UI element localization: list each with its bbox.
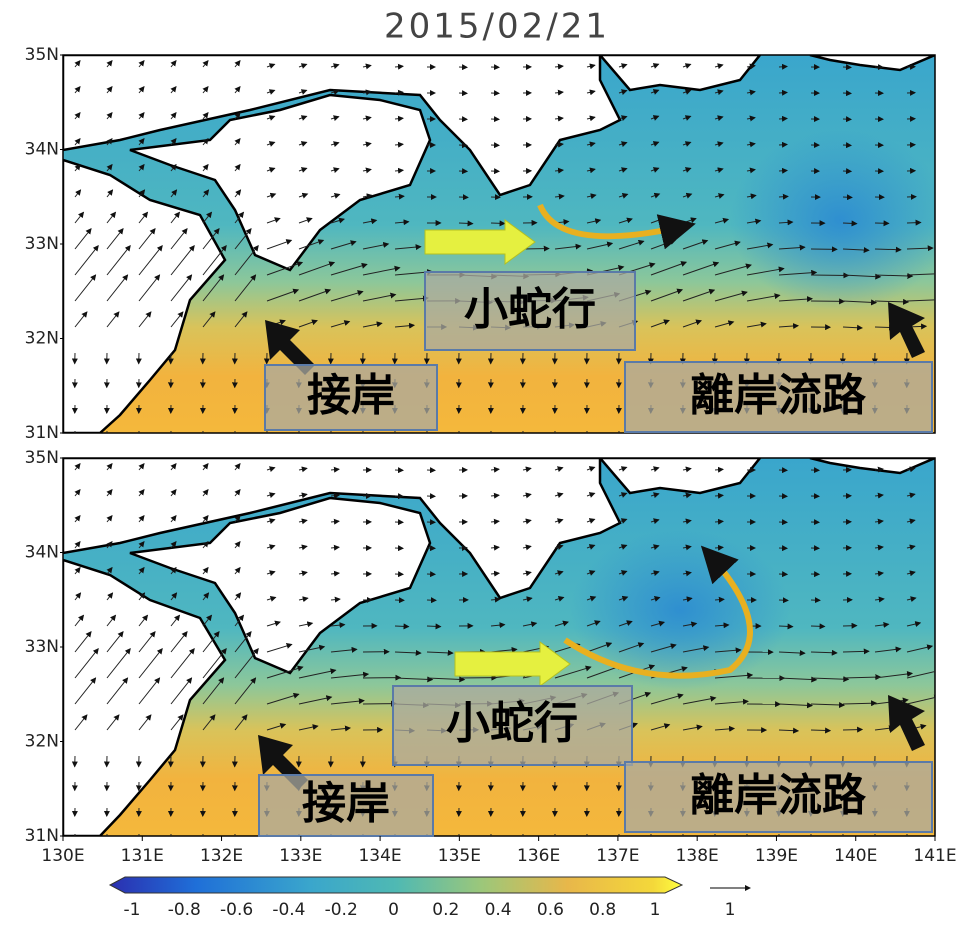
vector <box>491 223 505 224</box>
colorbar-label: 0 <box>388 900 399 920</box>
vector <box>459 223 473 224</box>
lon-tick-label: 133E <box>279 846 322 866</box>
lat-tick-label: 35N <box>25 45 59 65</box>
lat-tick-label: 31N <box>25 826 59 846</box>
colorbar-label: 0.4 <box>485 900 512 920</box>
lon-tick-label: 136E <box>517 846 560 866</box>
lat-tick-label: 34N <box>25 543 59 563</box>
annotation: 離岸流路 <box>690 770 867 821</box>
lon-tick-label: 135E <box>438 846 481 866</box>
vector <box>779 626 793 627</box>
vector <box>779 144 787 145</box>
colorbar-label: -0.8 <box>168 900 201 920</box>
vector <box>715 521 723 522</box>
annotation: 小蛇行 <box>446 698 578 749</box>
colorbar-label: -1 <box>124 900 141 920</box>
lon-tick-label: 138E <box>676 846 719 866</box>
colorbar-label: -0.4 <box>272 900 305 920</box>
colorbar-label: 0.6 <box>537 900 564 920</box>
vector <box>843 729 862 730</box>
vector <box>843 651 869 652</box>
colorbar-label: 0.8 <box>589 900 616 920</box>
vector <box>779 92 787 93</box>
vector <box>715 495 723 496</box>
vector <box>843 223 857 224</box>
vector <box>395 626 409 627</box>
colorbar-label: -0.6 <box>220 900 253 920</box>
annotation: 接岸 <box>302 778 390 829</box>
vector <box>715 547 723 548</box>
map-title: 2015/02/21 <box>384 7 610 47</box>
lon-tick-label: 137E <box>596 846 639 866</box>
lat-tick-label: 32N <box>25 329 59 349</box>
vector <box>779 196 788 197</box>
lon-tick-label: 131E <box>121 846 164 866</box>
lat-tick-label: 35N <box>25 448 59 468</box>
colorbar <box>110 877 682 893</box>
lat-tick-label: 34N <box>25 140 59 160</box>
lat-tick-label: 33N <box>25 637 59 657</box>
lat-tick-label: 31N <box>25 423 59 443</box>
colorbar-label: 0.2 <box>432 900 459 920</box>
vector <box>715 469 723 470</box>
vector <box>811 730 830 731</box>
lon-tick-label: 139E <box>755 846 798 866</box>
lon-tick-label: 134E <box>358 846 401 866</box>
vector-scale-label: 1 <box>725 900 736 920</box>
annotation: 小蛇行 <box>464 284 596 335</box>
colorbar-label: -0.2 <box>325 900 358 920</box>
lon-tick-label: 141E <box>913 846 956 866</box>
lon-tick-label: 140E <box>834 846 877 866</box>
colorbar-label: 1 <box>650 900 661 920</box>
annotation: 接岸 <box>307 370 395 421</box>
vector <box>779 170 787 171</box>
vector <box>907 222 921 223</box>
lon-tick-label: 130E <box>41 846 84 866</box>
vector <box>427 626 441 627</box>
map-panel: 小蛇行 接岸 離岸流路 <box>63 458 943 842</box>
vector <box>779 66 787 67</box>
lon-tick-label: 132E <box>200 846 243 866</box>
vector <box>779 118 787 119</box>
lat-tick-label: 33N <box>25 234 59 254</box>
map-panel: 小蛇行 接岸 離岸流路 <box>63 55 950 439</box>
annotation: 離岸流路 <box>690 370 867 421</box>
lat-tick-label: 32N <box>25 732 59 752</box>
